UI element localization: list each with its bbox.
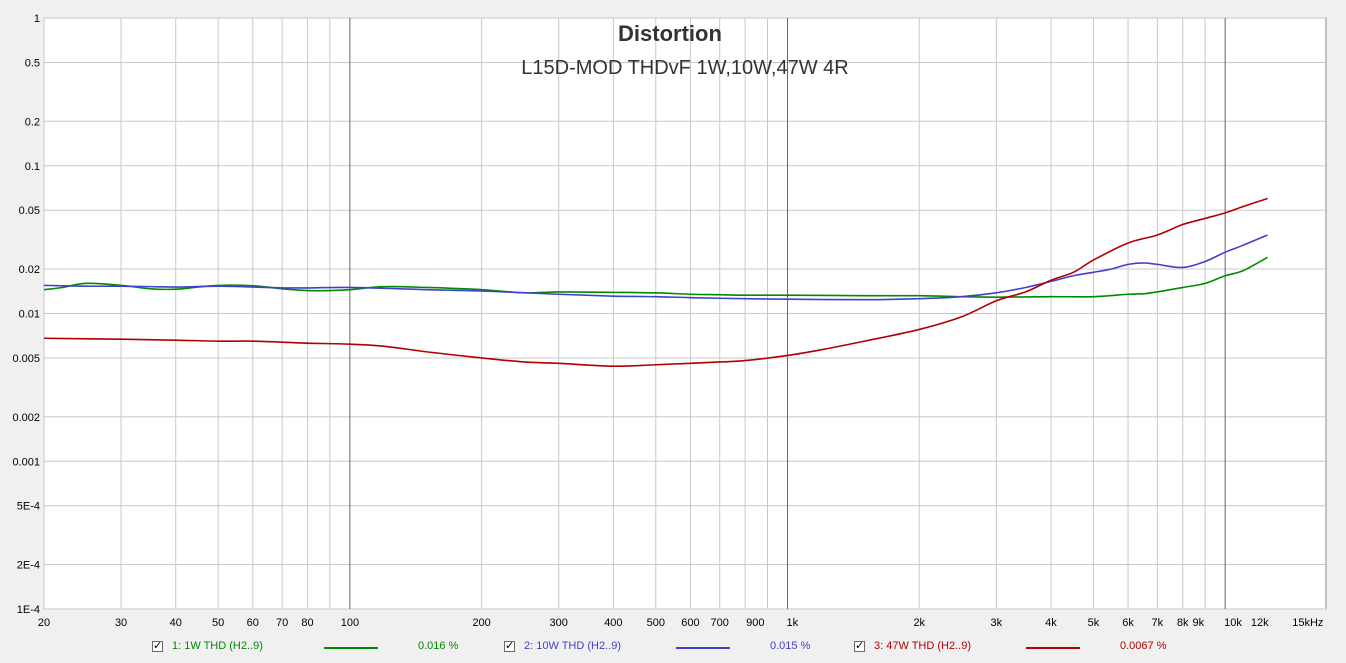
y-tick-label: 5E-4 xyxy=(17,501,40,513)
x-tick-label: 12k xyxy=(1251,617,1269,629)
y-tick-label: 0.002 xyxy=(12,412,40,424)
legend-label: 1: 1W THD (H2..9) xyxy=(172,640,263,652)
y-tick-label: 0.2 xyxy=(25,116,40,128)
legend-swatch xyxy=(324,647,378,649)
x-tick-label: 80 xyxy=(301,617,313,629)
x-tick-label: 60 xyxy=(247,617,259,629)
legend-label: 3: 47W THD (H2..9) xyxy=(874,640,971,652)
legend-value: 0.015 % xyxy=(770,640,811,652)
legend-value: 0.016 % xyxy=(418,640,459,652)
legend-value: 0.0067 % xyxy=(1120,640,1167,652)
x-tick-label: 700 xyxy=(711,617,729,629)
x-tick-label: 2k xyxy=(913,617,925,629)
x-tick-label: 200 xyxy=(472,617,490,629)
x-tick-label: 70 xyxy=(276,617,288,629)
y-tick-label: 0.01 xyxy=(19,309,40,321)
chart-title: Distortion xyxy=(618,21,722,46)
series-group xyxy=(43,197,1268,368)
legend-swatch xyxy=(1026,647,1080,649)
y-tick-label: 2E-4 xyxy=(17,560,40,572)
y-tick-label: 1 xyxy=(34,13,40,25)
series-line-2 xyxy=(43,234,1268,301)
x-tick-label: 20 xyxy=(38,617,50,629)
y-tick-label: 0.001 xyxy=(12,456,40,468)
x-tick-label: 4k xyxy=(1045,617,1057,629)
x-tick-label: 15kHz xyxy=(1292,617,1323,629)
legend-checkbox[interactable]: ✓ xyxy=(152,640,163,652)
x-tick-label: 8k xyxy=(1177,617,1189,629)
x-tick-label: 900 xyxy=(746,617,764,629)
x-tick-label: 500 xyxy=(647,617,665,629)
legend-item: ✓ 2: 10W THD (H2..9) 0.015 % xyxy=(504,640,834,657)
legend-swatch xyxy=(676,647,730,649)
x-tick-label: 400 xyxy=(604,617,622,629)
x-tick-label: 5k xyxy=(1088,617,1100,629)
x-tick-label: 40 xyxy=(170,617,182,629)
legend-checkbox[interactable]: ✓ xyxy=(504,640,515,652)
legend: ✓ 1: 1W THD (H2..9) 0.016 % ✓ 2: 10W THD (H2… xyxy=(0,638,1346,660)
y-tick-label: 0.1 xyxy=(25,161,40,173)
y-tick-label: 0.02 xyxy=(19,264,40,276)
x-tick-label: 10k xyxy=(1224,617,1242,629)
y-tick-label: 0.005 xyxy=(12,353,40,365)
y-tick-label: 1E-4 xyxy=(17,604,40,616)
series-line-3 xyxy=(43,197,1268,368)
x-tick-label: 100 xyxy=(341,617,359,629)
legend-checkbox[interactable]: ✓ xyxy=(854,640,865,652)
x-axis: 20 30 40 50 60 70 80 100 200 300 400 500 600 700 900 1k… xyxy=(38,617,1324,629)
x-tick-label: 3k xyxy=(991,617,1003,629)
x-tick-label: 600 xyxy=(681,617,699,629)
x-tick-label: 300 xyxy=(550,617,568,629)
y-tick-label: 0.5 xyxy=(25,57,40,69)
legend-label: 2: 10W THD (H2..9) xyxy=(524,640,621,652)
x-tick-label: 7k xyxy=(1152,617,1164,629)
x-tick-label: 1k xyxy=(787,617,799,629)
chart-subtitle: L15D-MOD THDvF 1W,10W,47W 4R xyxy=(521,57,848,79)
x-tick-label: 6k xyxy=(1122,617,1134,629)
legend-item: ✓ 1: 1W THD (H2..9) 0.016 % xyxy=(152,640,482,657)
x-tick-label: 50 xyxy=(212,617,224,629)
x-tick-label: 30 xyxy=(115,617,127,629)
x-tick-label: 9k xyxy=(1192,617,1204,629)
y-axis: 1 0.5 0.2 0.1 0.05 0.02 0.01 0.005 0.002 0.001 5E-… xyxy=(12,13,40,616)
legend-item: ✓ 3: 47W THD (H2..9) 0.0067 % xyxy=(854,640,1184,657)
y-tick-label: 0.05 xyxy=(19,205,40,217)
